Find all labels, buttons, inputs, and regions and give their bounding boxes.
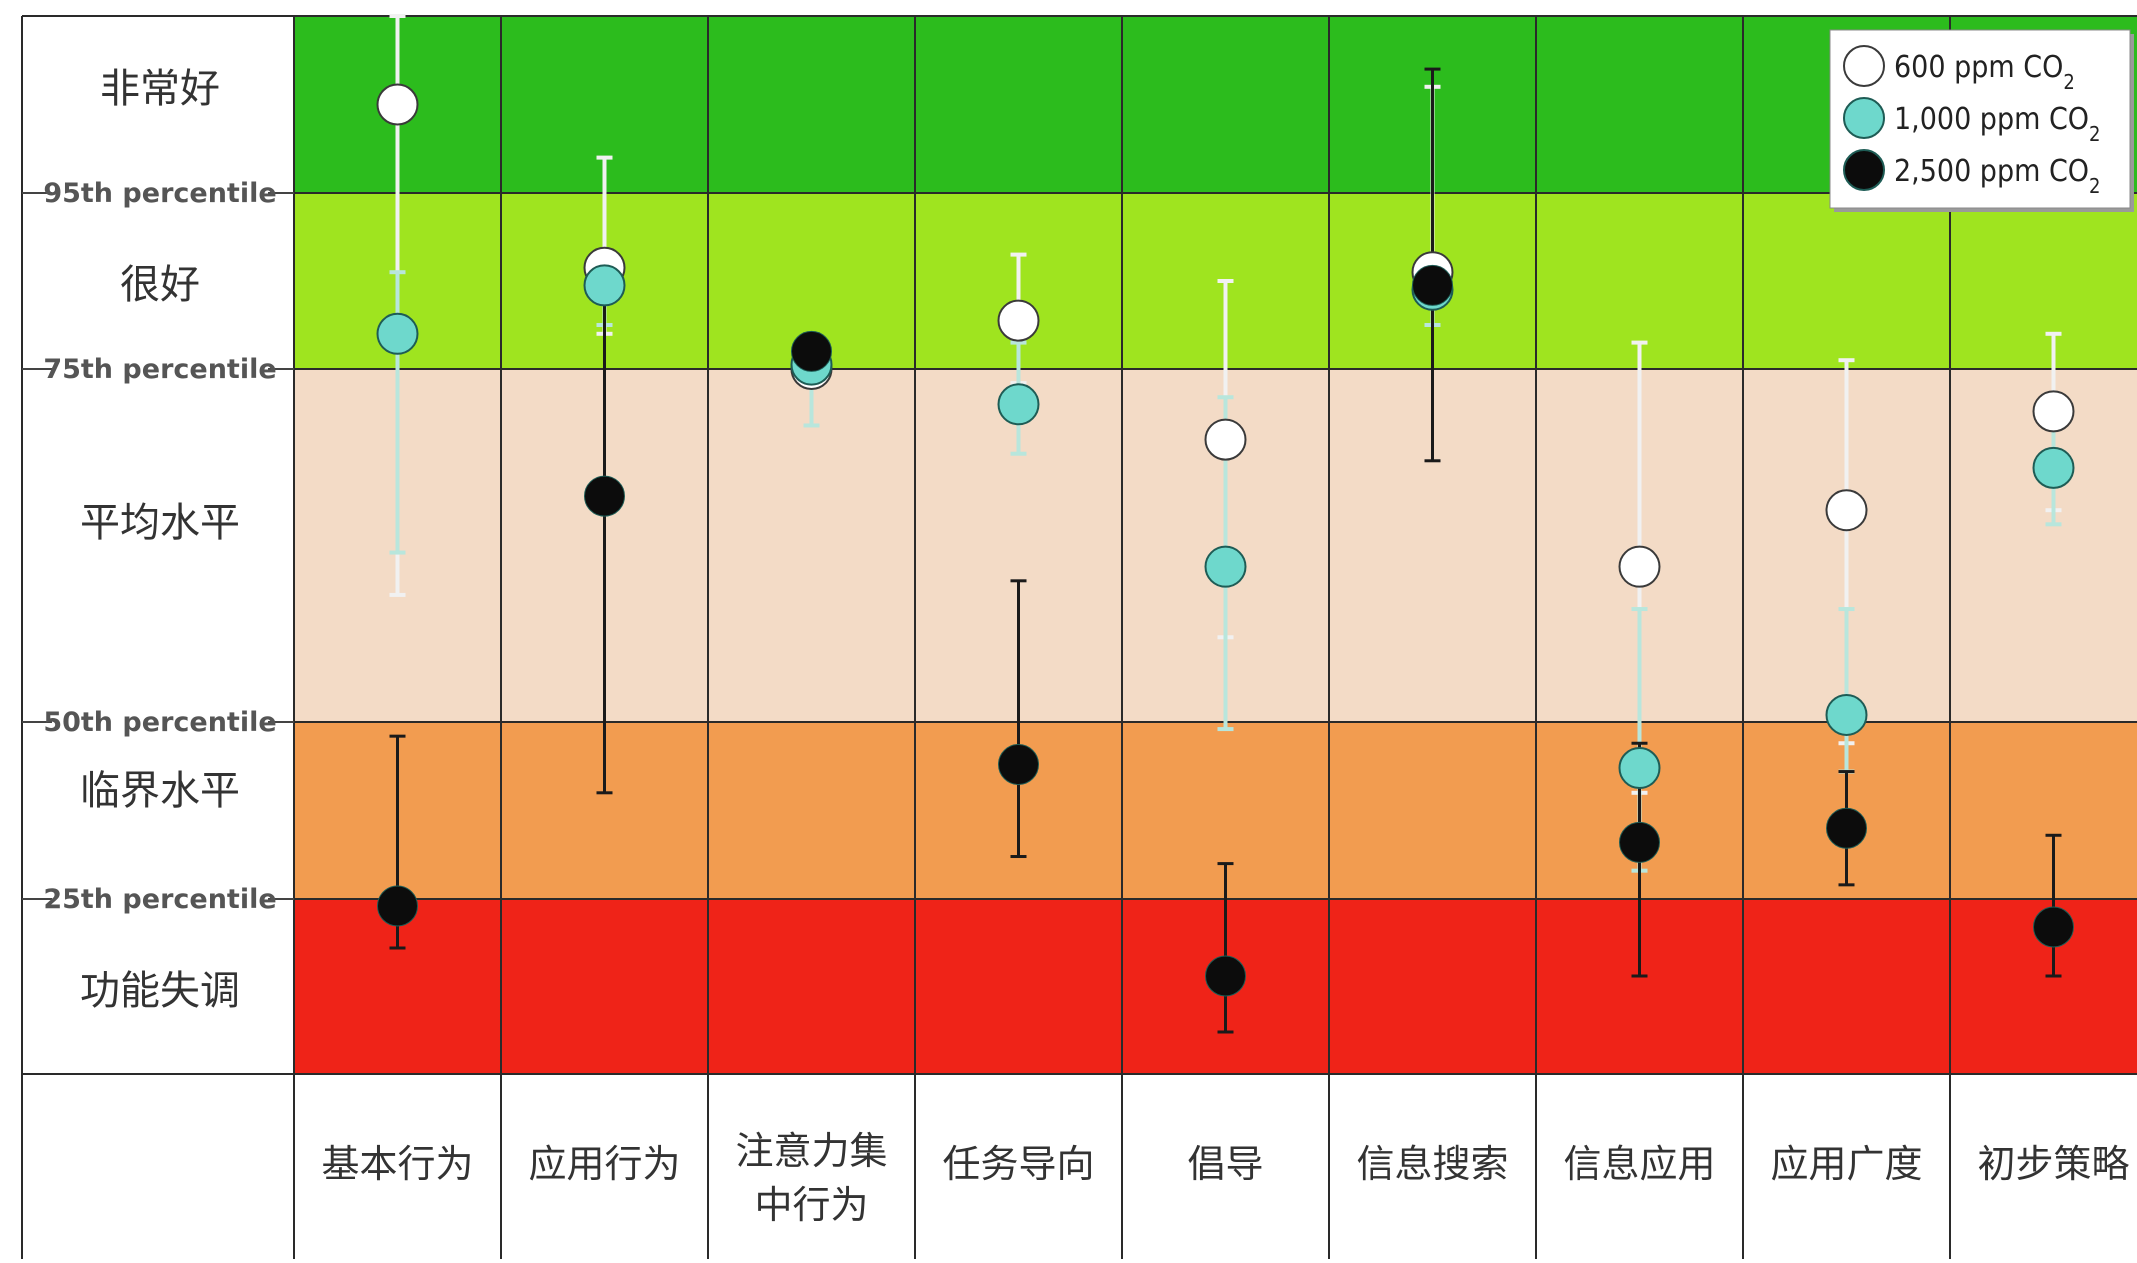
category-label: 信息搜索 <box>1356 1142 1508 1186</box>
point-2500ppm <box>998 743 1039 785</box>
category-label: 初步策略 <box>1977 1142 2129 1186</box>
percentile-label: 25th percentile <box>43 884 276 915</box>
point-600ppm <box>1825 489 1868 532</box>
point-1000ppm <box>997 383 1040 426</box>
band-3 <box>294 722 2137 899</box>
point-2500ppm <box>584 475 625 517</box>
category-label: 基本行为 <box>321 1142 473 1186</box>
point-2500ppm <box>1205 955 1246 997</box>
category-label: 信息应用 <box>1563 1142 1715 1186</box>
legend-subscript: 2 <box>2063 70 2074 94</box>
point-2500ppm <box>2033 906 2074 948</box>
point-2500ppm <box>377 885 418 927</box>
point-600ppm <box>1204 418 1247 461</box>
band-1 <box>294 193 2137 369</box>
point-1000ppm <box>1204 545 1247 588</box>
point-600ppm <box>1618 545 1661 588</box>
point-600ppm <box>376 83 419 126</box>
category-label: 注意力集 <box>735 1129 887 1173</box>
band-label: 非常好 <box>100 66 220 112</box>
band-label: 临界水平 <box>80 768 240 814</box>
category-label: 应用行为 <box>528 1142 680 1186</box>
point-2500ppm <box>791 330 832 372</box>
band-label: 功能失调 <box>80 968 240 1014</box>
point-1000ppm <box>2032 446 2075 489</box>
point-2500ppm <box>1826 807 1867 849</box>
percentile-label: 95th percentile <box>43 178 276 209</box>
legend-subscript: 2 <box>2089 122 2100 146</box>
legend-marker <box>1843 149 1885 191</box>
point-1000ppm <box>583 264 626 307</box>
point-1000ppm <box>376 312 419 355</box>
legend-marker <box>1843 97 1885 139</box>
legend-subscript: 2 <box>2089 174 2100 198</box>
percentile-label: 75th percentile <box>43 354 276 385</box>
percentile-label: 50th percentile <box>43 707 276 738</box>
point-1000ppm <box>1618 747 1661 790</box>
category-label: 应用广度 <box>1770 1142 1922 1186</box>
legend-marker <box>1843 45 1885 87</box>
point-600ppm <box>997 299 1040 342</box>
band-label: 平均水平 <box>80 500 240 546</box>
point-2500ppm <box>1619 821 1660 863</box>
point-2500ppm <box>1412 264 1453 306</box>
point-600ppm <box>2032 390 2075 433</box>
band-label: 很好 <box>120 262 200 308</box>
category-label: 倡导 <box>1187 1142 1263 1186</box>
category-label: 中行为 <box>754 1183 868 1227</box>
category-label: 任务导向 <box>942 1142 1094 1186</box>
point-1000ppm <box>1825 693 1868 736</box>
